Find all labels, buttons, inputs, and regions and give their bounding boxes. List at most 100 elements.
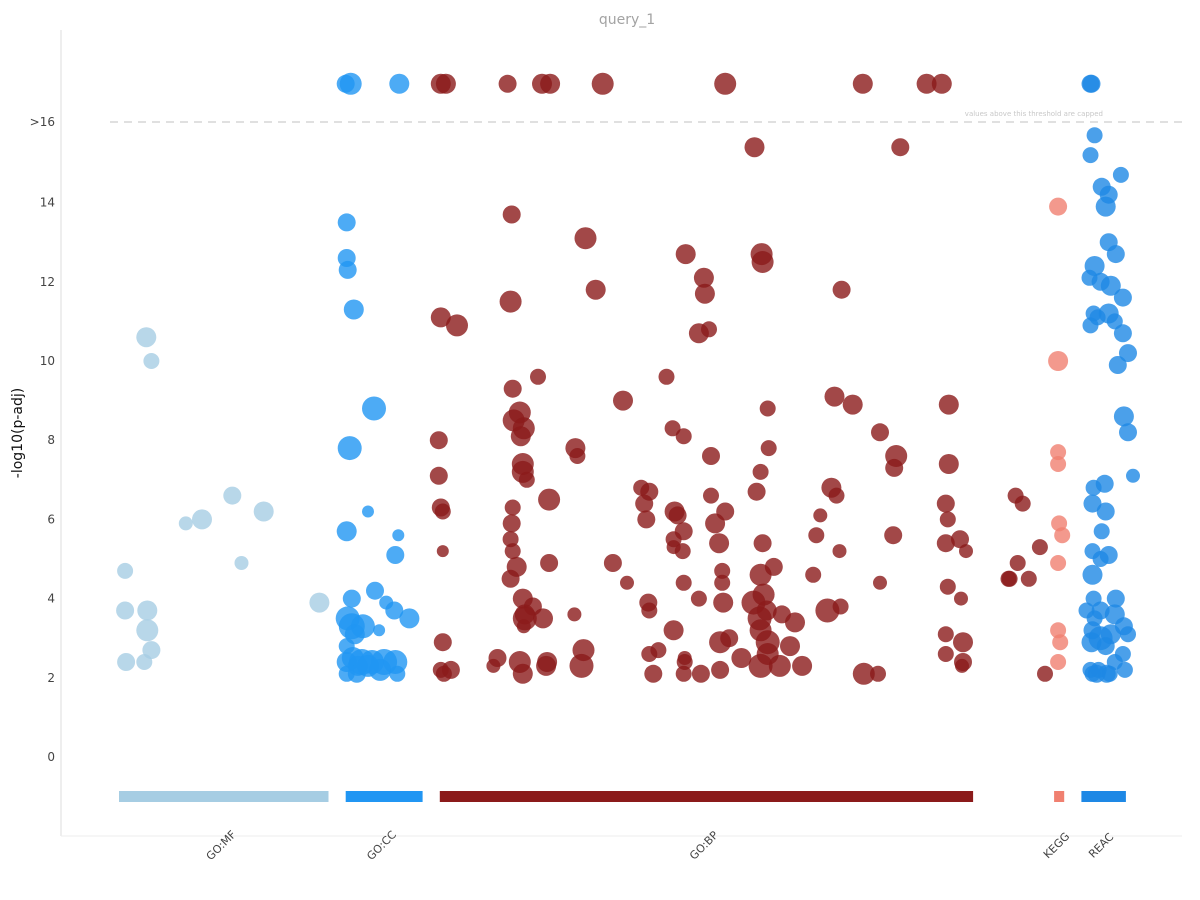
data-point[interactable] [1096, 637, 1115, 656]
data-point[interactable] [499, 290, 522, 313]
data-point[interactable] [1031, 539, 1048, 556]
data-point[interactable] [760, 440, 777, 457]
data-point[interactable] [1113, 288, 1132, 307]
data-point[interactable] [954, 591, 968, 606]
data-point[interactable] [1081, 632, 1102, 653]
data-point[interactable] [1050, 654, 1067, 670]
data-point[interactable] [937, 626, 954, 643]
data-point[interactable] [1113, 324, 1132, 343]
data-point[interactable] [658, 368, 675, 385]
data-point[interactable] [253, 501, 274, 522]
data-point[interactable] [504, 543, 521, 560]
data-point[interactable] [502, 531, 519, 548]
data-point[interactable] [637, 510, 656, 529]
data-point[interactable] [498, 74, 517, 93]
data-point[interactable] [1106, 589, 1125, 608]
data-point[interactable] [1113, 406, 1134, 427]
data-point[interactable] [694, 283, 715, 304]
data-point[interactable] [1083, 494, 1102, 513]
data-point[interactable] [690, 590, 707, 607]
data-point[interactable] [430, 307, 451, 328]
data-point[interactable] [389, 665, 406, 682]
data-point[interactable] [714, 72, 737, 95]
data-point[interactable] [720, 629, 739, 648]
data-point[interactable] [1049, 197, 1068, 216]
data-point[interactable] [369, 658, 392, 681]
data-point[interactable] [675, 244, 696, 265]
data-point[interactable] [339, 72, 362, 95]
data-point[interactable] [429, 431, 448, 450]
data-point[interactable] [676, 654, 693, 670]
data-point[interactable] [433, 633, 452, 652]
data-point[interactable] [663, 620, 684, 641]
data-point[interactable] [674, 522, 693, 541]
data-point[interactable] [731, 648, 752, 668]
data-point[interactable] [955, 658, 969, 673]
data-point[interactable] [533, 608, 553, 629]
data-point[interactable] [828, 487, 845, 504]
data-point[interactable] [116, 601, 135, 620]
data-point[interactable] [309, 592, 330, 613]
data-point[interactable] [832, 598, 849, 615]
data-point[interactable] [1082, 74, 1101, 93]
data-point[interactable] [223, 486, 242, 505]
data-point[interactable] [620, 575, 634, 590]
data-point[interactable] [1082, 317, 1099, 334]
data-point[interactable] [939, 578, 956, 595]
data-point[interactable] [805, 566, 822, 583]
data-point[interactable] [192, 509, 212, 530]
data-point[interactable] [1095, 196, 1116, 217]
data-point[interactable] [832, 280, 851, 299]
data-point[interactable] [1099, 546, 1118, 564]
data-point[interactable] [1050, 444, 1067, 461]
data-point[interactable] [347, 664, 366, 683]
data-point[interactable] [585, 279, 606, 300]
data-point[interactable] [1086, 127, 1103, 144]
data-point[interactable] [502, 514, 521, 533]
data-point[interactable] [613, 390, 633, 411]
data-point[interactable] [675, 574, 692, 591]
data-point[interactable] [641, 602, 658, 619]
data-point[interactable] [764, 557, 783, 576]
data-point[interactable] [666, 540, 681, 555]
data-point[interactable] [1119, 344, 1137, 363]
data-point[interactable] [436, 545, 449, 558]
data-point[interactable] [569, 653, 594, 678]
data-point[interactable] [234, 556, 249, 570]
data-point[interactable] [691, 664, 710, 683]
data-point[interactable] [751, 251, 774, 273]
data-point[interactable] [336, 521, 357, 542]
data-point[interactable] [429, 466, 448, 485]
data-point[interactable] [885, 458, 904, 477]
data-point[interactable] [1126, 468, 1140, 483]
data-point[interactable] [702, 447, 720, 465]
data-point[interactable] [931, 73, 952, 94]
data-point[interactable] [832, 544, 847, 559]
data-point[interactable] [178, 516, 193, 531]
data-point[interactable] [688, 323, 709, 344]
data-point[interactable] [337, 436, 362, 461]
data-point[interactable] [136, 327, 157, 348]
data-point[interactable] [1106, 245, 1125, 264]
data-point[interactable] [785, 612, 805, 633]
data-point[interactable] [748, 653, 773, 678]
data-point[interactable] [1014, 495, 1031, 512]
data-point[interactable] [1093, 523, 1110, 540]
data-point[interactable] [705, 513, 726, 534]
data-point[interactable] [342, 589, 361, 608]
data-point[interactable] [518, 471, 535, 488]
data-point[interactable] [937, 646, 954, 662]
data-point[interactable] [1082, 564, 1103, 585]
data-point[interactable] [1082, 147, 1099, 164]
data-point[interactable] [959, 544, 973, 559]
data-point[interactable] [530, 368, 546, 385]
data-point[interactable] [709, 533, 730, 554]
data-point[interactable] [1090, 661, 1107, 678]
data-point[interactable] [916, 73, 937, 94]
data-point[interactable] [870, 665, 886, 682]
data-point[interactable] [884, 526, 903, 545]
data-point[interactable] [644, 664, 663, 683]
data-point[interactable] [744, 137, 765, 158]
data-point[interactable] [808, 527, 825, 544]
data-point[interactable] [1009, 555, 1026, 571]
